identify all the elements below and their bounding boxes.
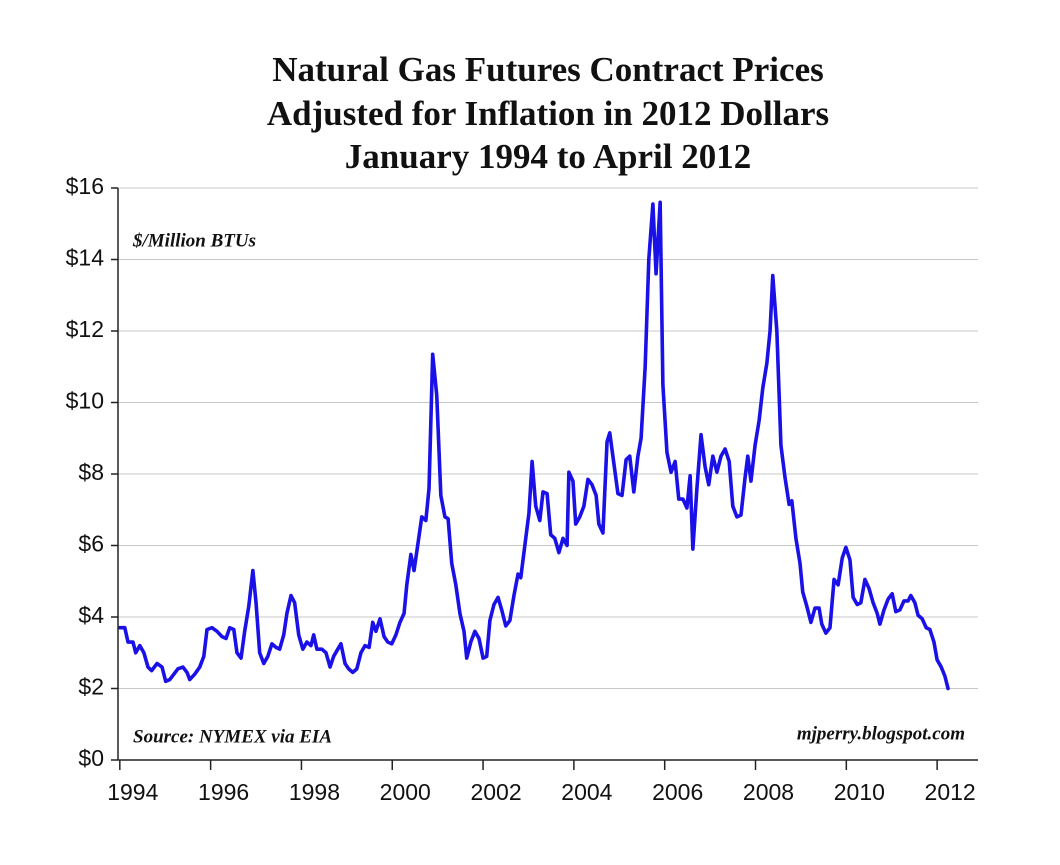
source-note: Source: NYMEX via EIA xyxy=(133,726,332,747)
y-tick-label: $10 xyxy=(66,388,104,414)
x-tick-label: 2010 xyxy=(834,779,885,805)
y-tick-label: $2 xyxy=(78,674,104,700)
price-line xyxy=(118,200,950,691)
series xyxy=(118,200,950,691)
y-tick-label: $4 xyxy=(78,602,104,628)
x-tick-label: 1996 xyxy=(198,779,249,805)
x-tick-label: 2002 xyxy=(470,779,521,805)
unit-label: $/Million BTUs xyxy=(132,230,256,251)
x-tick-label: 2004 xyxy=(561,779,612,805)
x-tick-label: 2000 xyxy=(380,779,431,805)
chart-title: Natural Gas Futures Contract Prices xyxy=(272,50,823,89)
x-tick-label: 2008 xyxy=(743,779,794,805)
y-tick-label: $12 xyxy=(66,316,104,342)
x-tick-label: 1994 xyxy=(107,779,158,805)
y-tick-label: $14 xyxy=(66,245,105,271)
x-tick-label: 2006 xyxy=(652,779,703,805)
x-tick-label: 2012 xyxy=(925,779,976,805)
grid xyxy=(118,187,978,761)
y-tick-label: $6 xyxy=(78,531,104,557)
y-tick-label: $16 xyxy=(66,173,104,199)
chart-title: Adjusted for Inflation in 2012 Dollars xyxy=(267,94,829,133)
x-tick-label: 1998 xyxy=(289,779,340,805)
chart-title: January 1994 to April 2012 xyxy=(345,137,751,176)
credit: mjperry.blogspot.com xyxy=(797,723,965,744)
axes: $0 $2 $4 $6 $8 $10 $12 $14 $16 1994 1996 1998 2000 20… xyxy=(66,173,978,805)
y-tick-label: $0 xyxy=(78,745,104,771)
y-tick-label: $8 xyxy=(78,459,104,485)
